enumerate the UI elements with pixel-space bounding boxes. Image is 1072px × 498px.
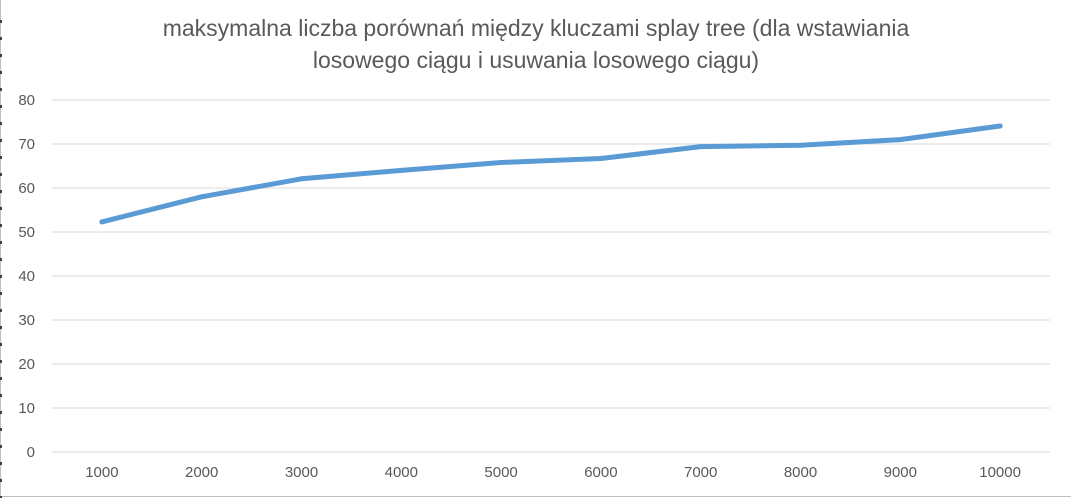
edge-mark <box>0 411 2 414</box>
edge-mark <box>0 20 2 23</box>
gridlines <box>52 99 1050 453</box>
y-tick-label: 30 <box>18 312 35 329</box>
y-tick-label: 80 <box>18 92 35 109</box>
edge-mark <box>0 71 2 74</box>
data-point <box>897 137 903 143</box>
chart-title: maksymalna liczba porównań między klucza… <box>0 12 1072 76</box>
data-point <box>997 123 1003 129</box>
edge-mark <box>0 275 2 278</box>
y-tick-label: 50 <box>18 224 35 241</box>
edge-mark <box>0 139 2 142</box>
edge-mark <box>0 258 2 261</box>
edge-mark <box>0 377 2 380</box>
edge-mark <box>0 173 2 176</box>
data-point <box>199 194 205 200</box>
data-point <box>99 219 105 225</box>
x-tick-label: 8000 <box>784 464 817 481</box>
y-axis-tick-labels: 0 10 20 30 40 50 60 70 80 <box>18 92 35 461</box>
x-tick-label: 5000 <box>484 464 517 481</box>
data-point <box>498 159 504 165</box>
edge-mark <box>0 326 2 329</box>
series-line <box>99 123 1003 225</box>
edge-mark <box>0 445 2 448</box>
edge-mark <box>0 309 2 312</box>
edge-mark <box>0 360 2 363</box>
edge-mark <box>0 88 2 91</box>
edge-mark <box>0 207 2 210</box>
edge-mark <box>0 122 2 125</box>
data-point <box>698 144 704 150</box>
edge-mark <box>0 343 2 346</box>
y-tick-label: 60 <box>18 180 35 197</box>
data-point <box>398 167 404 173</box>
x-tick-label: 6000 <box>584 464 617 481</box>
edge-mark <box>0 241 2 244</box>
edge-mark <box>0 54 2 57</box>
x-tick-label: 2000 <box>185 464 218 481</box>
edge-mark <box>0 479 2 482</box>
data-point <box>598 156 604 162</box>
x-tick-label: 7000 <box>684 464 717 481</box>
edge-mark <box>0 462 2 465</box>
y-tick-label: 0 <box>27 444 35 461</box>
edge-mark <box>0 224 2 227</box>
edge-mark <box>0 190 2 193</box>
edge-mark <box>0 292 2 295</box>
chart-title-line-1: maksymalna liczba porównań między klucza… <box>162 15 910 41</box>
series-layer <box>99 123 1003 225</box>
x-tick-label: 4000 <box>385 464 418 481</box>
y-tick-label: 10 <box>18 400 35 417</box>
data-point <box>299 176 304 182</box>
edge-mark <box>0 394 2 397</box>
data-point <box>798 142 803 148</box>
x-axis-tick-labels: 1000 2000 3000 4000 5000 6000 7000 8000 9000 1000… <box>85 464 1021 481</box>
y-tick-label: 70 <box>18 136 35 153</box>
x-tick-label: 9000 <box>884 464 917 481</box>
chart-title-line-2: losowego ciągu i usuwania losowego ciągu… <box>312 47 760 73</box>
edge-mark <box>0 105 2 108</box>
y-tick-label: 20 <box>18 356 35 373</box>
x-tick-label: 3000 <box>285 464 318 481</box>
edge-mark <box>0 428 2 431</box>
x-tick-label: 1000 <box>85 464 118 481</box>
x-tick-label: 10000 <box>979 464 1021 481</box>
edge-mark <box>0 37 2 40</box>
y-tick-label: 40 <box>18 268 35 285</box>
edge-mark <box>0 496 2 498</box>
edge-mark <box>0 156 2 159</box>
left-edge-marks <box>0 20 2 498</box>
